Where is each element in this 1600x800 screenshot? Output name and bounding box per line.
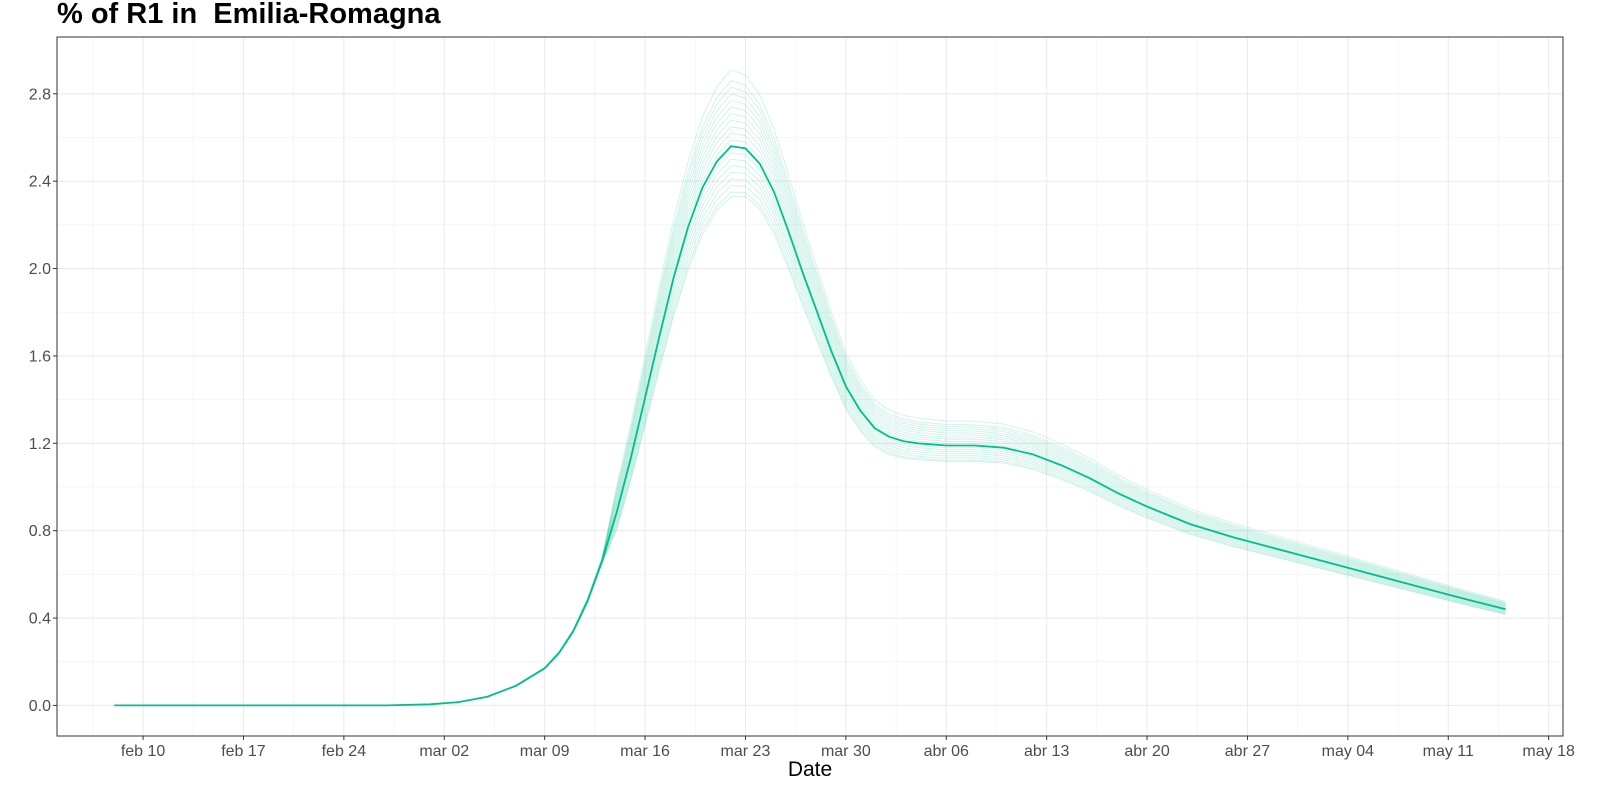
x-tick-label: mar 02 [419,743,469,760]
x-tick-label: abr 06 [924,743,969,760]
x-tick-label: abr 20 [1124,743,1169,760]
x-tick-label: abr 13 [1024,743,1069,760]
x-tick-label: may 11 [1423,743,1474,760]
x-tick-label: mar 30 [821,743,871,760]
ensemble-line [114,112,1506,706]
ensemble-lines [114,69,1506,706]
y-tick-label: 1.2 [29,436,51,453]
y-tick-label: 0.8 [29,523,51,540]
x-axis-title: Date [788,758,832,781]
x-tick-label: feb 10 [121,743,166,760]
axis-layer: 0.0 0.4 0.8 1.2 1.6 2.0 2.4 2.8 feb 10 feb 17 feb … [29,86,1575,760]
ensemble-line [114,139,1506,706]
x-tick-label: feb 24 [322,743,367,760]
x-tick-label: abr 27 [1225,743,1270,760]
ensemble-line [114,86,1506,706]
x-tick-label: may 04 [1322,743,1375,760]
y-tick-label: 2.4 [29,174,51,191]
ensemble-line [114,106,1506,706]
y-tick-label: 2.0 [29,261,51,278]
x-tick-label: mar 09 [520,743,570,760]
grid-layer [57,37,1563,736]
chart-title: % of R1 in Emilia-Romagna [57,0,441,30]
y-tick-label: 1.6 [29,348,51,365]
ensemble-line [114,152,1506,706]
series-layer [114,145,1506,707]
ensemble-line [114,158,1506,706]
x-tick-label: mar 16 [620,743,670,760]
ensemble-line [114,80,1506,706]
y-tick-label: 2.8 [29,86,51,103]
plot-panel-border [56,36,1564,737]
ensemble-line [114,99,1506,706]
ensemble-line [114,69,1506,706]
x-tick-label: mar 23 [721,743,771,760]
x-tick-label: feb 17 [221,743,266,760]
ensemble-line [114,145,1506,706]
series-line-median [114,145,1506,707]
x-tick-label: may 18 [1522,743,1575,760]
ensemble-line [114,132,1506,706]
ensemble-line [114,178,1506,706]
y-tick-label: 0.4 [29,611,51,628]
y-tick-label: 0.0 [29,698,51,715]
